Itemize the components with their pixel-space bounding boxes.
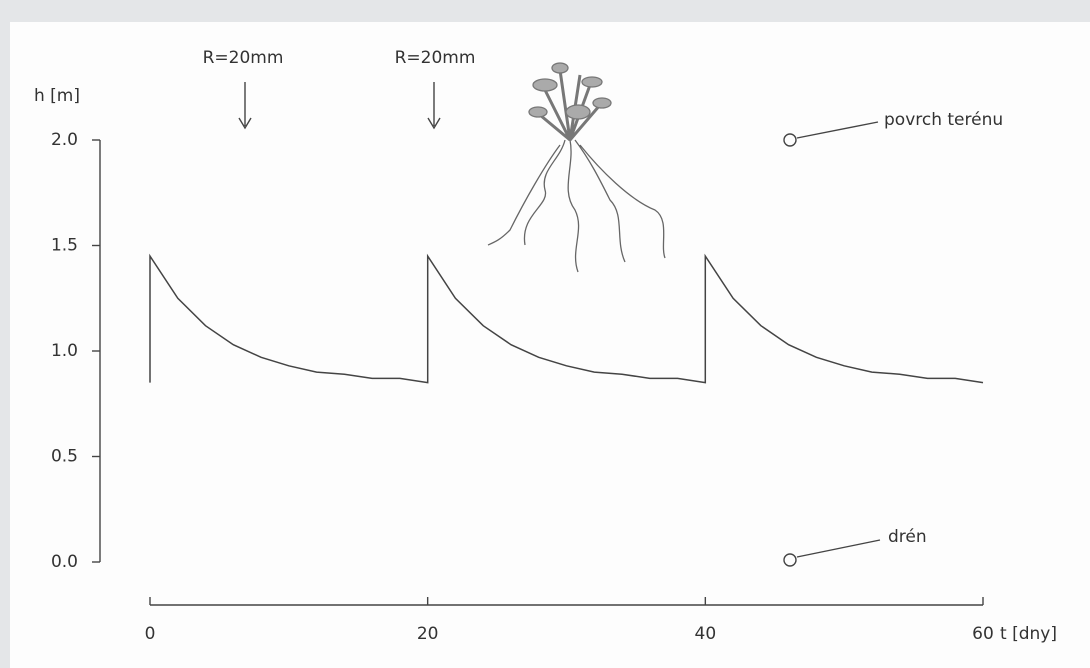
y-tick-label: 0.5 [51, 447, 78, 467]
y-tick-label: 1.0 [51, 341, 78, 361]
rain-annotation: R=20mm [203, 48, 284, 68]
x-tick-label: 60 [972, 624, 994, 644]
y-tick-label: 1.5 [51, 236, 78, 256]
x-tick-label: 20 [417, 624, 439, 644]
y-axis-label: h [m] [34, 86, 80, 106]
surface-label: povrch terénu [884, 110, 1003, 130]
y-tick-label: 2.0 [51, 130, 78, 150]
x-tick-label: 40 [695, 624, 717, 644]
y-tick-label: 0.0 [51, 552, 78, 572]
chart: h [m] t [dny] R=20mm R=20mm povrch terén… [0, 0, 1090, 668]
x-axis-label: t [dny] [1000, 624, 1057, 644]
drain-label: drén [888, 527, 927, 547]
x-tick-label: 0 [145, 624, 156, 644]
rain-annotation: R=20mm [395, 48, 476, 68]
page: {"chart_data": { "type": "line", "y_labe… [0, 0, 1090, 668]
